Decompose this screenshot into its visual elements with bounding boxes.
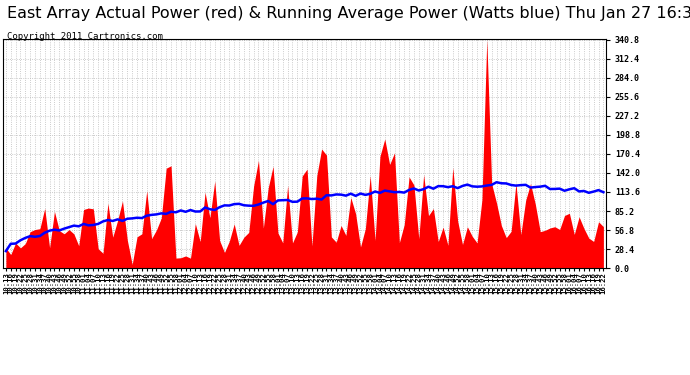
Text: East Array Actual Power (red) & Running Average Power (Watts blue) Thu Jan 27 16: East Array Actual Power (red) & Running … [7, 6, 690, 21]
Text: Copyright 2011 Cartronics.com: Copyright 2011 Cartronics.com [7, 32, 163, 41]
